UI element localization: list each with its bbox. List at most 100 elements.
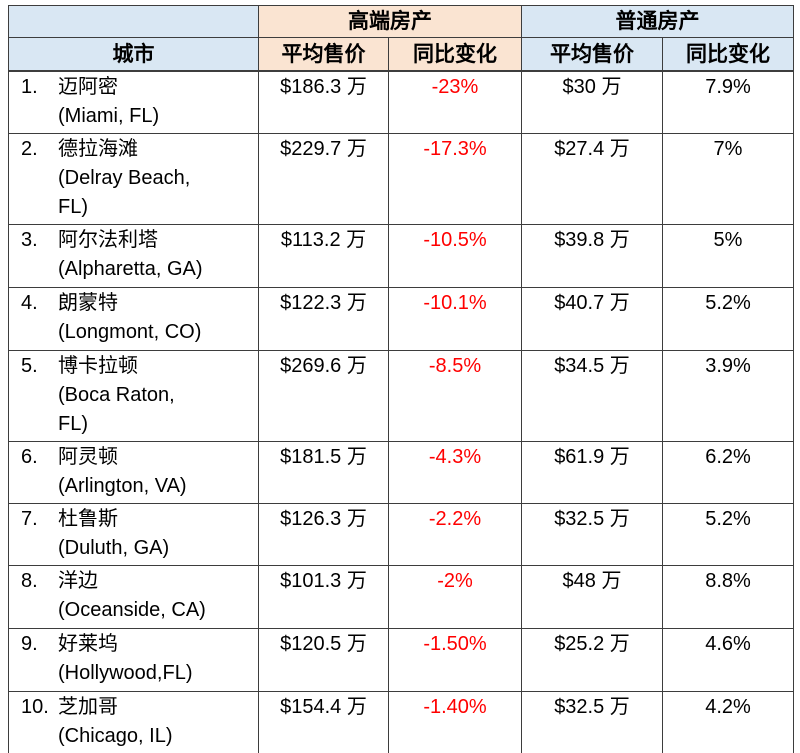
city-name: 杜鲁斯 (Duluth, GA)	[58, 505, 169, 563]
luxury-yoy-cell: -2%	[388, 565, 522, 629]
city-name-en: (Delray Beach, FL)	[58, 167, 191, 218]
table-row: 5. 博卡拉顿 (Boca Raton, FL) $269.6 万 -8.5% $3…	[8, 350, 794, 442]
city-name-cn: 芝加哥	[58, 696, 118, 718]
regular-avg-price-cell: $34.5 万	[521, 350, 663, 442]
luxury-avg-price-cell: $122.3 万	[258, 287, 389, 351]
city-name-en: (Chicago, IL)	[58, 725, 173, 747]
luxury-avg-price-cell: $120.5 万	[258, 628, 389, 692]
row-number: 9.	[21, 633, 38, 655]
city-name-en: (Alpharetta, GA)	[58, 258, 203, 280]
table-row: 7. 杜鲁斯 (Duluth, GA) $126.3 万 -2.2% $32.5 万…	[8, 503, 794, 566]
table-row: 2. 德拉海滩 (Delray Beach, FL) $229.7 万 -17.3%…	[8, 133, 794, 225]
city-name: 朗蒙特 (Longmont, CO)	[58, 289, 201, 347]
luxury-yoy-cell: -10.1%	[388, 287, 522, 351]
city-name-en: (Duluth, GA)	[58, 537, 170, 559]
corner-cell	[8, 5, 259, 38]
regular-avg-price-cell: $61.9 万	[521, 441, 663, 504]
luxury-avg-price-cell: $113.2 万	[258, 224, 389, 288]
city-cell: 3. 阿尔法利塔 (Alpharetta, GA)	[8, 224, 259, 288]
luxury-yoy-cell: -2.2%	[388, 503, 522, 566]
city-name-cn: 阿尔法利塔	[58, 229, 158, 251]
regular-yoy-cell: 7.9%	[662, 70, 794, 134]
table-body: 1. 迈阿密 (Miami, FL) $186.3 万 -23% $30 万 7.9…	[8, 70, 794, 753]
regular-avg-price-cell: $32.5 万	[521, 503, 663, 566]
city-name-cn: 朗蒙特	[58, 292, 118, 314]
luxury-yoy-cell: -8.5%	[388, 350, 522, 442]
real-estate-comparison-table: 高端房产 普通房产 城市 平均售价 同比变化 平均售价 同比变化 1. 迈阿密 (M…	[8, 5, 794, 753]
table-row: 1. 迈阿密 (Miami, FL) $186.3 万 -23% $30 万 7.9…	[8, 70, 794, 134]
city-name: 阿尔法利塔 (Alpharetta, GA)	[58, 226, 203, 284]
group-header-luxury: 高端房产	[258, 5, 522, 38]
luxury-yoy-cell: -23%	[388, 70, 522, 134]
column-header-city: 城市	[8, 37, 259, 72]
city-cell: 9. 好莱坞 (Hollywood,FL)	[8, 628, 259, 692]
column-header-regular-avg-price: 平均售价	[521, 37, 663, 72]
city-name-en: (Longmont, CO)	[58, 321, 202, 343]
city-name: 德拉海滩 (Delray Beach, FL)	[58, 135, 190, 222]
city-name-cn: 杜鲁斯	[58, 508, 118, 530]
luxury-yoy-cell: -17.3%	[388, 133, 522, 225]
regular-yoy-cell: 6.2%	[662, 441, 794, 504]
luxury-avg-price-cell: $154.4 万	[258, 691, 389, 753]
city-name-cn: 洋边	[58, 570, 98, 592]
row-number: 1.	[21, 76, 38, 98]
city-name-cn: 迈阿密	[58, 76, 118, 98]
regular-yoy-cell: 7%	[662, 133, 794, 225]
regular-avg-price-cell: $48 万	[521, 565, 663, 629]
column-header-regular-yoy: 同比变化	[662, 37, 794, 72]
table-row: 8. 洋边 (Oceanside, CA) $101.3 万 -2% $48 万 8…	[8, 565, 794, 629]
row-number: 7.	[21, 508, 38, 530]
city-name-cn: 阿灵顿	[58, 446, 118, 468]
regular-yoy-cell: 5.2%	[662, 287, 794, 351]
row-number: 3.	[21, 229, 38, 251]
city-cell: 7. 杜鲁斯 (Duluth, GA)	[8, 503, 259, 566]
luxury-yoy-cell: -4.3%	[388, 441, 522, 504]
city-name-cn: 好莱坞	[58, 633, 118, 655]
city-cell: 2. 德拉海滩 (Delray Beach, FL)	[8, 133, 259, 225]
city-name-en: (Miami, FL)	[58, 105, 160, 127]
city-cell: 10. 芝加哥 (Chicago, IL)	[8, 691, 259, 753]
regular-avg-price-cell: $40.7 万	[521, 287, 663, 351]
column-header-row: 城市 平均售价 同比变化 平均售价 同比变化	[8, 37, 794, 72]
regular-yoy-cell: 3.9%	[662, 350, 794, 442]
luxury-avg-price-cell: $186.3 万	[258, 70, 389, 134]
city-name: 迈阿密 (Miami, FL)	[58, 73, 159, 131]
table-row: 9. 好莱坞 (Hollywood,FL) $120.5 万 -1.50% $25.…	[8, 628, 794, 692]
city-name-en: (Oceanside, CA)	[58, 599, 206, 621]
row-number: 2.	[21, 138, 38, 160]
luxury-avg-price-cell: $126.3 万	[258, 503, 389, 566]
luxury-yoy-cell: -1.50%	[388, 628, 522, 692]
city-name: 博卡拉顿 (Boca Raton, FL)	[58, 352, 175, 439]
regular-avg-price-cell: $25.2 万	[521, 628, 663, 692]
regular-avg-price-cell: $27.4 万	[521, 133, 663, 225]
city-cell: 1. 迈阿密 (Miami, FL)	[8, 70, 259, 134]
table-row: 4. 朗蒙特 (Longmont, CO) $122.3 万 -10.1% $40.…	[8, 287, 794, 351]
city-name: 阿灵顿 (Arlington, VA)	[58, 443, 187, 501]
regular-yoy-cell: 5%	[662, 224, 794, 288]
row-number: 8.	[21, 570, 38, 592]
luxury-avg-price-cell: $269.6 万	[258, 350, 389, 442]
city-name-cn: 德拉海滩	[58, 138, 138, 160]
city-name-en: (Hollywood,FL)	[58, 662, 193, 684]
city-name-en: (Boca Raton, FL)	[58, 384, 175, 435]
row-number: 4.	[21, 292, 38, 314]
city-cell: 4. 朗蒙特 (Longmont, CO)	[8, 287, 259, 351]
luxury-yoy-cell: -10.5%	[388, 224, 522, 288]
city-cell: 6. 阿灵顿 (Arlington, VA)	[8, 441, 259, 504]
table-row: 3. 阿尔法利塔 (Alpharetta, GA) $113.2 万 -10.5% …	[8, 224, 794, 288]
city-name: 洋边 (Oceanside, CA)	[58, 567, 206, 625]
regular-yoy-cell: 5.2%	[662, 503, 794, 566]
city-cell: 5. 博卡拉顿 (Boca Raton, FL)	[8, 350, 259, 442]
luxury-yoy-cell: -1.40%	[388, 691, 522, 753]
group-header-regular: 普通房产	[521, 5, 794, 38]
luxury-avg-price-cell: $101.3 万	[258, 565, 389, 629]
row-number: 5.	[21, 355, 38, 377]
regular-yoy-cell: 8.8%	[662, 565, 794, 629]
luxury-avg-price-cell: $229.7 万	[258, 133, 389, 225]
city-name-en: (Arlington, VA)	[58, 475, 187, 497]
group-header-row: 高端房产 普通房产	[8, 5, 794, 38]
regular-avg-price-cell: $39.8 万	[521, 224, 663, 288]
regular-yoy-cell: 4.6%	[662, 628, 794, 692]
city-name: 好莱坞 (Hollywood,FL)	[58, 630, 192, 688]
